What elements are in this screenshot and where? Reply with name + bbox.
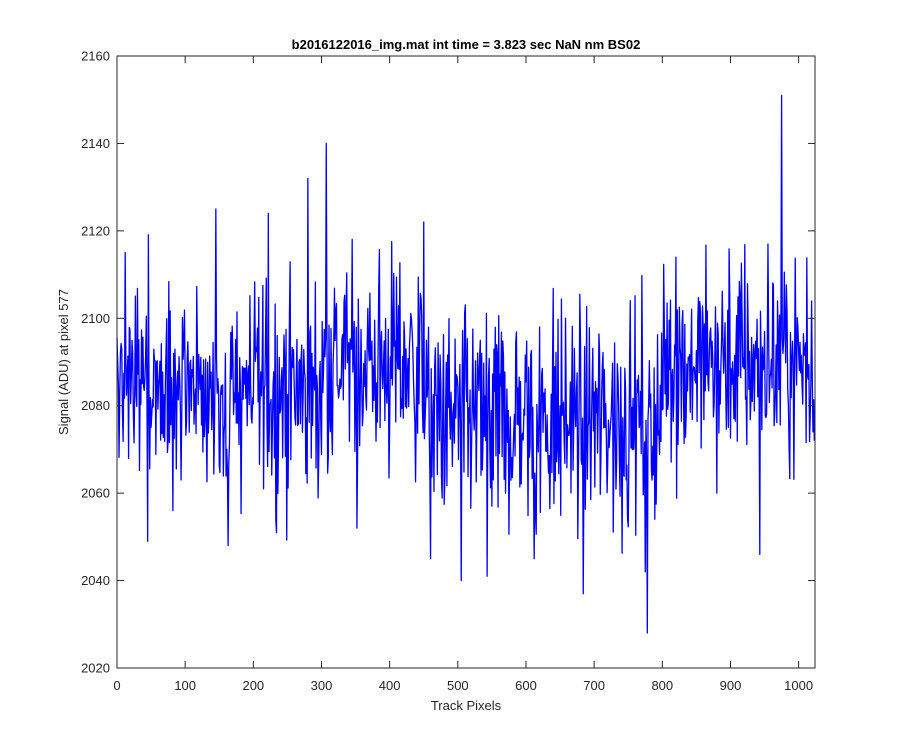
chart-title: b2016122016_img.mat int time = 3.823 sec… (292, 37, 641, 52)
signal-line (116, 94, 815, 634)
x-tick-label: 800 (651, 678, 673, 693)
x-tick-label: 300 (311, 678, 333, 693)
x-tick-label: 0 (113, 678, 120, 693)
y-tick-label: 2080 (81, 398, 110, 413)
axes-box (116, 55, 816, 669)
x-tick-label: 900 (720, 678, 742, 693)
x-axis-ticks: 0 100 200 300 400 500 600 700 800 900 1000 (113, 56, 813, 693)
x-tick-label: 100 (174, 678, 196, 693)
x-tick-label: 500 (447, 678, 469, 693)
x-tick-label: 200 (242, 678, 264, 693)
y-tick-label: 2060 (81, 486, 110, 501)
x-tick-label: 600 (515, 678, 537, 693)
x-tick-label: 400 (379, 678, 401, 693)
y-axis-ticks: 2020 2040 2060 2080 2100 2120 2140 2160 (81, 49, 815, 676)
y-axis-label: Signal (ADU) at pixel 577 (56, 289, 71, 435)
x-tick-label: 700 (583, 678, 605, 693)
y-tick-label: 2020 (81, 661, 110, 676)
x-tick-label: 1000 (784, 678, 813, 693)
y-tick-label: 2100 (81, 311, 110, 326)
y-tick-label: 2120 (81, 223, 110, 238)
y-tick-label: 2160 (81, 49, 110, 64)
x-axis-label: Track Pixels (431, 698, 502, 713)
data-line-series (116, 94, 815, 634)
y-tick-label: 2040 (81, 573, 110, 588)
y-tick-label: 2140 (81, 136, 110, 151)
